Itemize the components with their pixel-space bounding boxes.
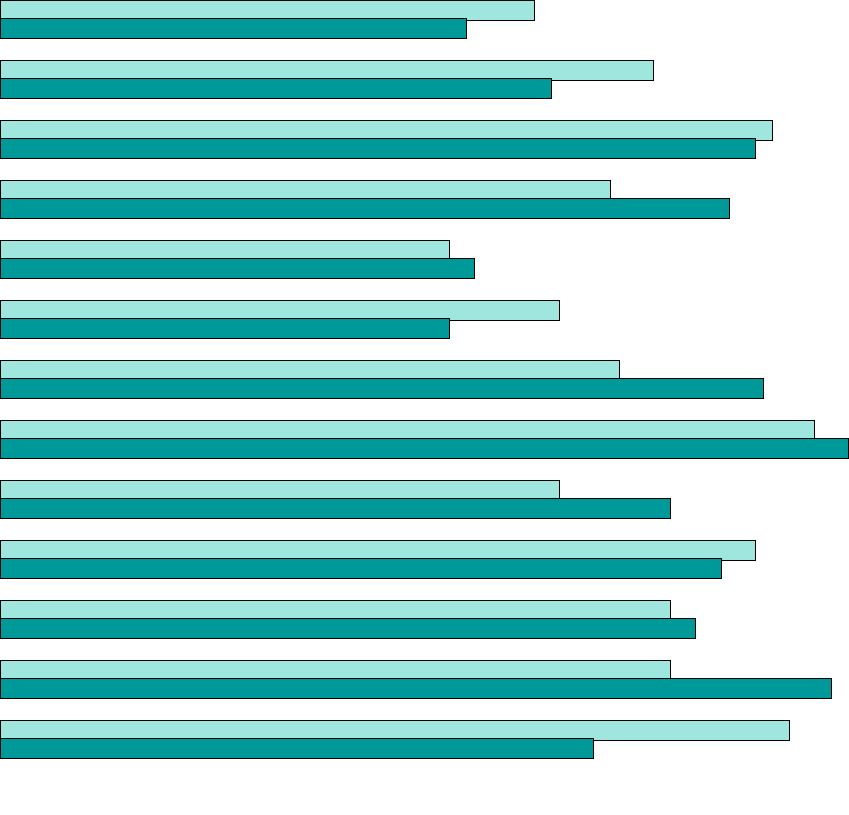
grouped-horizontal-bar-chart	[0, 0, 849, 815]
bar-series-b	[0, 558, 722, 579]
bar-series-b	[0, 498, 671, 519]
bar-series-b	[0, 78, 552, 99]
bar-series-b	[0, 618, 696, 639]
bar-series-b	[0, 18, 467, 39]
bar-series-b	[0, 738, 594, 759]
bar-series-b	[0, 198, 730, 219]
bar-series-b	[0, 678, 832, 699]
bar-series-b	[0, 378, 764, 399]
bar-series-b	[0, 138, 756, 159]
bar-series-b	[0, 318, 450, 339]
bar-series-b	[0, 438, 849, 459]
bar-series-b	[0, 258, 475, 279]
